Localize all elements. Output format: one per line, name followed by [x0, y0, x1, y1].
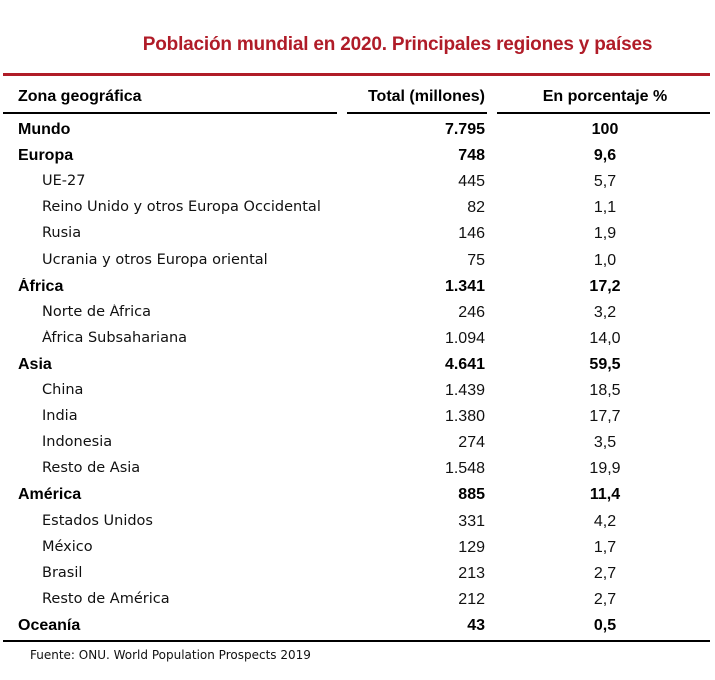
- row-percent: 0,5: [593, 616, 617, 634]
- row-name: Rusia: [42, 225, 82, 242]
- table-row: Resto de Asia 1.548 19,9: [0, 460, 715, 486]
- header-divider: [497, 112, 710, 114]
- table-row: Brasil 213 2,7: [0, 565, 715, 591]
- row-name: Resto de América: [42, 590, 170, 607]
- row-total: 748: [458, 147, 485, 165]
- row-percent: 1,9: [593, 225, 617, 243]
- row-percent: 59,5: [589, 355, 621, 373]
- table-row: Resto de América 212 2,7: [0, 591, 715, 617]
- row-name: Ucrania y otros Europa oriental: [42, 251, 268, 268]
- row-percent: 2,7: [593, 590, 617, 608]
- row-name: Mundo: [18, 121, 71, 138]
- table-row: México 129 1,7: [0, 539, 715, 565]
- row-name: México: [42, 538, 93, 555]
- row-total: 43: [467, 616, 485, 634]
- row-percent: 5,7: [593, 173, 617, 191]
- row-name: China: [42, 382, 84, 398]
- row-total: 213: [458, 564, 485, 582]
- row-percent: 100: [591, 121, 619, 138]
- table-row: Asia 4.641 59,5: [0, 356, 715, 382]
- table-row: Norte de África 246 3,2: [0, 304, 715, 330]
- row-total: 146: [458, 225, 485, 243]
- row-percent: 19,9: [589, 460, 621, 478]
- table-row: América 885 11,4: [0, 486, 715, 512]
- row-name: África Subsahariana: [42, 329, 188, 346]
- title-divider: [3, 73, 710, 76]
- row-name: Europa: [18, 147, 74, 165]
- row-total: 75: [467, 251, 485, 269]
- table-row: Ucrania y otros Europa oriental 75 1,0: [0, 252, 715, 278]
- table-row: Rusia 146 1,9: [0, 225, 715, 251]
- row-percent: 2,7: [593, 564, 617, 582]
- row-name: India: [42, 408, 78, 425]
- source-footnote: Fuente: ONU. World Population Prospects …: [30, 648, 311, 662]
- row-percent: 3,5: [593, 434, 617, 452]
- table-title: Población mundial en 2020. Principales r…: [142, 34, 653, 55]
- column-header-percent: En porcentaje %: [542, 88, 668, 105]
- row-name: Estados Unidos: [42, 512, 153, 529]
- row-name: América: [18, 486, 82, 504]
- table-row: China 1.439 18,5: [0, 382, 715, 408]
- table-row: Estados Unidos 331 4,2: [0, 513, 715, 539]
- row-name: Norte de África: [42, 303, 151, 320]
- header-divider: [3, 112, 337, 114]
- row-total: 212: [458, 590, 485, 608]
- row-percent: 18,5: [589, 382, 621, 399]
- row-percent: 9,6: [593, 147, 617, 165]
- table-row: Reino Unido y otros Europa Occidental 82 1…: [0, 199, 715, 225]
- row-total: 7.795: [444, 121, 485, 138]
- table-row: Oceanía 43 0,5: [0, 617, 715, 643]
- row-percent: 1,7: [593, 538, 617, 556]
- row-name: UE-27: [42, 173, 86, 190]
- row-name: Indonesia: [42, 434, 113, 451]
- table-row: África Subsahariana 1.094 14,0: [0, 330, 715, 356]
- column-header-zone: Zona geográfica: [18, 88, 142, 105]
- table-row: Mundo 7.795 100: [0, 121, 715, 147]
- row-percent: 1,1: [593, 199, 617, 217]
- column-header-total: Total (millones): [367, 88, 485, 105]
- row-name: Oceanía: [18, 616, 81, 634]
- row-percent: 1,0: [593, 251, 617, 269]
- row-percent: 3,2: [593, 303, 617, 321]
- row-total: 246: [458, 303, 485, 321]
- row-name: Reino Unido y otros Europa Occidental: [42, 199, 321, 216]
- row-total: 4.641: [444, 355, 485, 373]
- row-total: 1.548: [444, 460, 485, 478]
- header-divider: [347, 112, 487, 114]
- row-percent: 11,4: [589, 486, 621, 504]
- table-bottom-divider: [3, 640, 710, 642]
- table-row: UE-27 445 5,7: [0, 173, 715, 199]
- row-total: 82: [467, 199, 485, 217]
- row-percent: 14,0: [589, 329, 621, 347]
- row-total: 1.094: [444, 329, 485, 347]
- row-total: 1.341: [444, 277, 485, 295]
- row-total: 331: [458, 512, 485, 530]
- row-total: 1.380: [444, 408, 485, 426]
- row-total: 129: [458, 538, 485, 556]
- row-percent: 17,2: [589, 277, 621, 295]
- table-row: India 1.380 17,7: [0, 408, 715, 434]
- row-name: Resto de Asia: [42, 460, 141, 477]
- row-total: 885: [458, 486, 485, 504]
- row-percent: 4,2: [593, 512, 617, 530]
- row-percent: 17,7: [589, 408, 621, 426]
- row-total: 1.439: [444, 382, 485, 399]
- row-name: África: [18, 277, 64, 295]
- table-row: África 1.341 17,2: [0, 278, 715, 304]
- row-name: Brasil: [42, 564, 83, 581]
- table-row: Europa 748 9,6: [0, 147, 715, 173]
- table-row: Indonesia 274 3,5: [0, 434, 715, 460]
- row-total: 445: [458, 173, 485, 191]
- row-name: Asia: [18, 355, 52, 373]
- row-total: 274: [458, 434, 485, 452]
